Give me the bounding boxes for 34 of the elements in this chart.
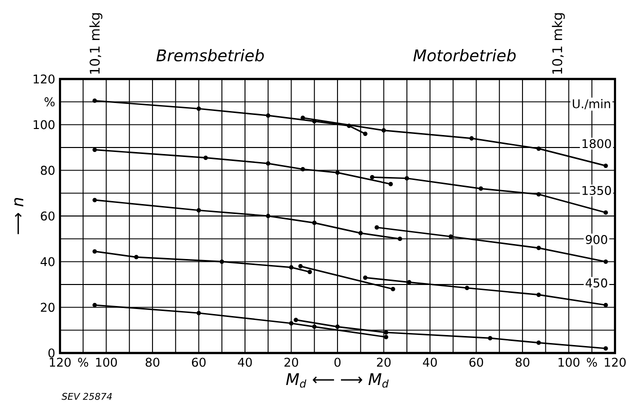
- text: Bremsbetrieb: [156, 49, 264, 62]
- y-tick-label: 0: [48, 348, 54, 358]
- x-tick-label: 40: [238, 358, 252, 367]
- y-tick-label: 60: [40, 211, 54, 221]
- x-tick-label: 100: [558, 358, 580, 367]
- x-axis-title: M$_{d}$ ⟵ ⟶ M$_{d}$: [286, 373, 389, 388]
- y-tick-label: %: [44, 97, 55, 106]
- x-tick-label: 20: [284, 358, 298, 367]
- x-tick-label: 100: [96, 358, 117, 367]
- y-tick-label: 120: [34, 74, 54, 84]
- y-tick-label: 80: [40, 166, 54, 175]
- text: Motorbetrieb: [413, 49, 516, 62]
- x-tick-label: 20: [376, 358, 391, 367]
- x-tick-label: 40: [422, 358, 437, 367]
- x-tick-label: 120: [604, 358, 626, 367]
- x-tick-label: %: [78, 358, 88, 367]
- x-tick-label: 60: [469, 358, 484, 367]
- y-axis-title: ⟶ n: [14, 198, 24, 234]
- y-tick-label: 20: [40, 302, 54, 312]
- x-tick-label: 80: [146, 358, 160, 367]
- text: SEV 25874: [62, 392, 112, 400]
- x-tick-label: 80: [516, 358, 530, 367]
- x-tick-label: %: [586, 358, 597, 367]
- annotation: U./min: [572, 99, 610, 110]
- series-label: 1350: [582, 186, 611, 195]
- series-label: 1800: [582, 139, 611, 148]
- series-label: 450: [586, 278, 608, 288]
- text: 10,1 mkg: [89, 13, 102, 74]
- y-tick-label: 100: [34, 120, 54, 130]
- x-tick-label: 0: [334, 358, 341, 367]
- x-tick-label: 60: [192, 358, 206, 367]
- y-tick-label: 40: [40, 257, 54, 266]
- text: 10,1 mkg: [552, 13, 565, 74]
- series-label: 900: [586, 235, 608, 244]
